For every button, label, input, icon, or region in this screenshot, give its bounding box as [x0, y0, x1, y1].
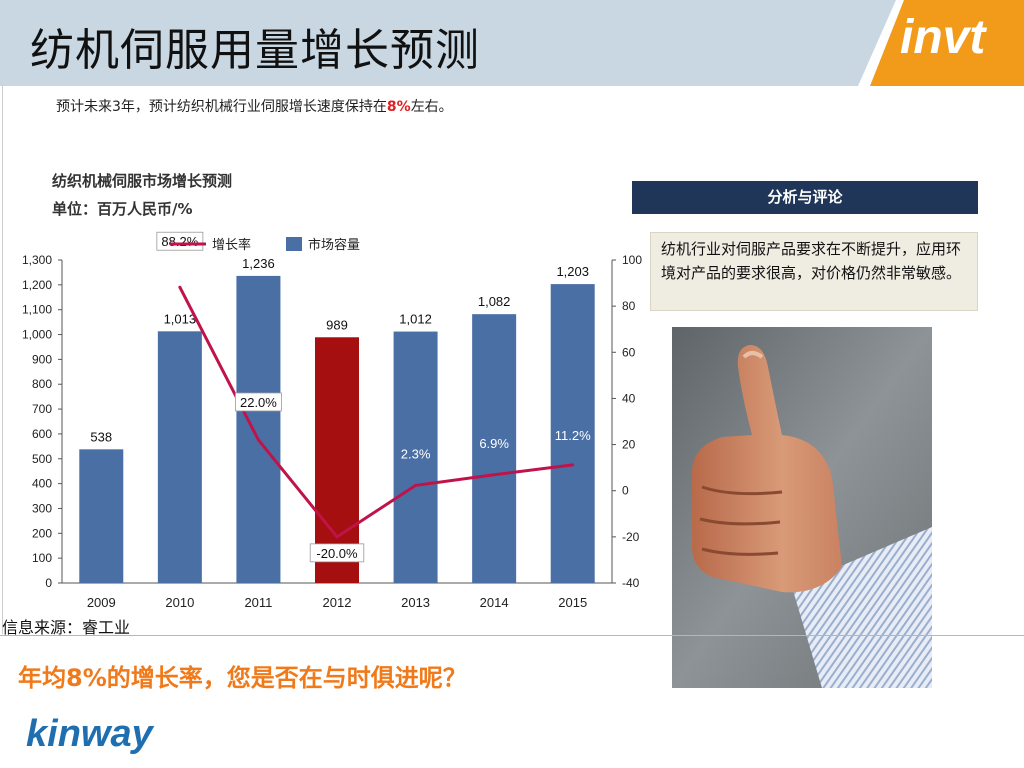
- left-tick-label: 600: [32, 427, 52, 441]
- growth-point-2012: [335, 535, 339, 539]
- right-tick-label: 80: [622, 299, 636, 313]
- legend-growth-label: 增长率: [212, 237, 251, 253]
- summary-suffix: 左右。: [410, 99, 453, 115]
- bar-value-label: 1,013: [164, 311, 197, 326]
- analysis-header: 分析与评论: [632, 181, 978, 214]
- x-tick-label: 2012: [323, 595, 352, 610]
- x-tick-label: 2010: [165, 595, 194, 610]
- growth-label-box: [235, 392, 282, 412]
- growth-label-box: [309, 543, 365, 563]
- left-tick-label: 1,300: [22, 253, 52, 267]
- market-growth-chart: 01002003004005006007008009001,0001,1001,…: [22, 231, 642, 610]
- growth-value-label: 11.2%: [555, 428, 591, 443]
- left-tick-label: 500: [32, 452, 52, 466]
- x-tick-label: 2009: [87, 595, 116, 610]
- legend-market-label: 市场容量: [308, 237, 360, 253]
- left-tick-label: 300: [32, 501, 52, 515]
- right-tick-label: 20: [622, 438, 636, 452]
- bar-2011: [236, 275, 281, 583]
- brand-logo-text: invt: [900, 11, 986, 64]
- summary-prefix: 预计未来3年，预计纺织机械行业伺服增长速度保持在: [56, 99, 387, 115]
- bar-2015: [550, 284, 595, 583]
- bar-value-label: 538: [90, 429, 112, 444]
- growth-point-2015: [571, 463, 575, 467]
- growth-rate-line: [178, 286, 573, 539]
- bar-2013: [393, 331, 438, 583]
- right-tick-label: 40: [622, 391, 636, 405]
- left-tick-label: 100: [32, 551, 52, 565]
- legend-bar-swatch: [286, 237, 302, 251]
- bar-value-label: 1,082: [478, 294, 511, 309]
- growth-point-2011: [256, 438, 260, 442]
- bar-2012: [315, 337, 359, 583]
- kinway-logo: kinway: [26, 713, 155, 754]
- bar-value-label: 1,203: [556, 264, 589, 279]
- left-tick-label: 1,000: [22, 328, 52, 342]
- x-tick-label: 2011: [244, 595, 272, 610]
- left-tick-label: 900: [32, 352, 52, 366]
- bar-value-label: 1,236: [242, 256, 275, 271]
- kinway-logo-text: kinway: [26, 713, 155, 754]
- bottom-divider: [0, 635, 1024, 636]
- right-tick-label: 0: [622, 484, 629, 498]
- right-tick-label: -40: [622, 576, 640, 590]
- right-tick-label: 60: [622, 345, 636, 359]
- summary-text: 预计未来3年，预计纺织机械行业伺服增长速度保持在8%左右。: [56, 96, 453, 116]
- bar-value-label: 1,012: [399, 312, 432, 327]
- x-tick-label: 2014: [480, 595, 509, 610]
- left-tick-label: 0: [45, 576, 52, 590]
- left-tick-label: 700: [32, 402, 52, 416]
- left-tick-label: 400: [32, 477, 52, 491]
- bar-2014: [472, 314, 517, 583]
- left-tick-label: 1,200: [22, 278, 52, 292]
- tagline: 年均8%的增长率，您是否在与时俱进呢？: [18, 664, 467, 692]
- summary-highlight: 8%: [386, 99, 411, 115]
- right-tick-label: 100: [622, 253, 642, 267]
- growth-value-label: 88.2%: [161, 234, 198, 249]
- left-tick-label: 800: [32, 377, 52, 391]
- bar-value-label: 989: [326, 317, 348, 332]
- left-tick-label: 200: [32, 526, 52, 540]
- chart-title: 纺织机械伺服市场增长预测: [52, 172, 233, 190]
- slide-title: 纺机伺服用量增长预测: [30, 25, 480, 76]
- x-tick-label: 2013: [401, 595, 430, 610]
- growth-value-label: 2.3%: [401, 446, 431, 461]
- analysis-comment: 纺机行业对伺服产品要求在不断提升，应用环境对产品的要求很高，对价格仍然非常敏感。: [650, 232, 978, 311]
- right-tick-label: -20: [622, 530, 640, 544]
- growth-label-box: [156, 231, 204, 251]
- growth-point-2013: [414, 483, 418, 487]
- data-source: 信息来源：睿工业: [2, 618, 131, 637]
- bar-2009: [79, 449, 124, 583]
- thumbs-up-photo: [672, 327, 932, 688]
- growth-value-label: 22.0%: [240, 395, 277, 410]
- growth-point-2010: [178, 285, 182, 289]
- growth-point-2014: [492, 473, 496, 477]
- growth-value-label: -20.0%: [316, 546, 358, 561]
- bar-2010: [157, 331, 202, 583]
- growth-value-label: 6.9%: [479, 436, 509, 451]
- chart-unit: 单位：百万人民币/%: [52, 200, 193, 218]
- x-tick-label: 2015: [558, 595, 587, 610]
- left-tick-label: 1,100: [22, 303, 52, 317]
- slide-header: [0, 0, 1024, 86]
- brand-logo-shape: [858, 0, 1024, 86]
